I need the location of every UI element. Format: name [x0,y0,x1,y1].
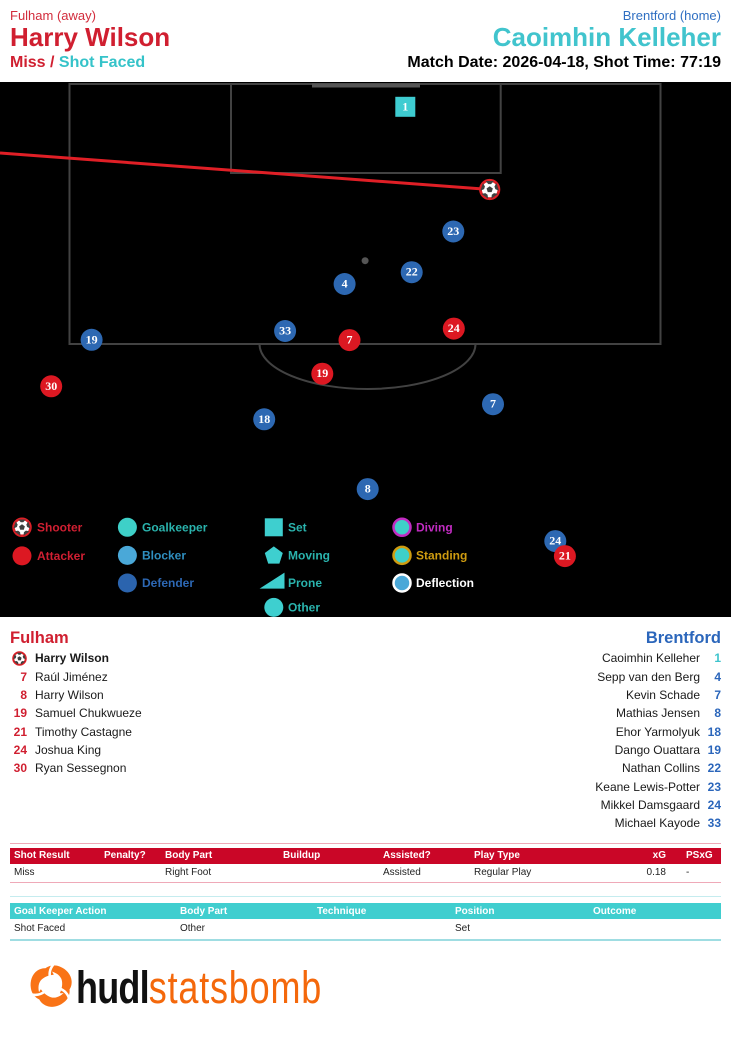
svg-text:Attacker: Attacker [37,549,85,563]
svg-text:19: 19 [316,366,328,380]
svg-text:24: 24 [448,321,460,335]
svg-text:4: 4 [342,277,348,291]
svg-text:1: 1 [402,99,408,113]
svg-text:33: 33 [279,324,291,338]
svg-text:Other: Other [288,600,320,614]
svg-text:Standing: Standing [416,548,467,562]
svg-text:24: 24 [549,534,561,548]
svg-text:18: 18 [258,412,270,426]
svg-text:Prone: Prone [288,576,322,590]
svg-text:21: 21 [559,549,571,563]
svg-text:19: 19 [86,332,98,346]
svg-text:7: 7 [490,397,496,411]
svg-text:Blocker: Blocker [142,548,186,562]
svg-text:7: 7 [347,333,353,347]
svg-text:Shooter: Shooter [37,520,83,534]
svg-text:Goalkeeper: Goalkeeper [142,520,208,534]
svg-text:22: 22 [406,265,418,279]
svg-text:23: 23 [447,224,459,238]
svg-text:Diving: Diving [416,520,453,534]
svg-text:Set: Set [288,520,307,534]
svg-text:Defender: Defender [142,576,194,590]
svg-text:Moving: Moving [288,548,330,562]
svg-text:Deflection: Deflection [416,576,474,590]
svg-text:30: 30 [45,379,57,393]
svg-text:8: 8 [365,482,371,496]
